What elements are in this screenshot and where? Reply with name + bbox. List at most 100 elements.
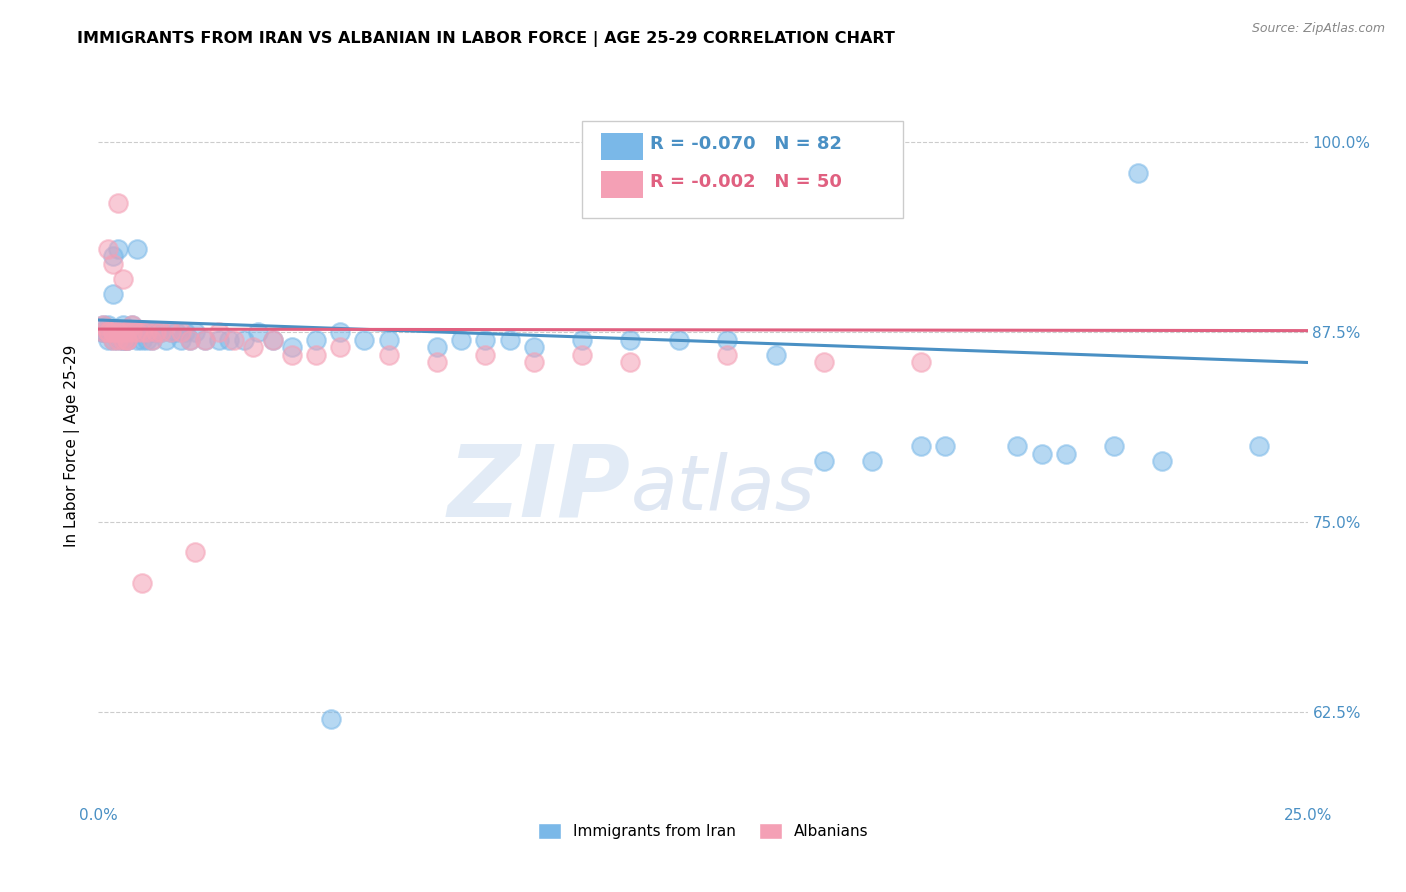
Point (716, 348, 738, 362)
Point (107, 242, 129, 256)
Point (101, 325, 124, 339)
FancyBboxPatch shape (602, 171, 643, 198)
Point (91, 318, 114, 332)
Point (121, 325, 143, 339)
Point (262, 333, 284, 347)
Point (141, 325, 163, 339)
Point (765, 348, 787, 362)
Legend: Immigrants from Iran, Albanians: Immigrants from Iran, Albanians (531, 817, 875, 845)
Point (101, 333, 124, 347)
Point (184, 545, 207, 559)
Point (160, 325, 183, 339)
Point (97, 242, 120, 256)
Point (910, 355, 932, 369)
Point (668, 333, 690, 347)
Point (450, 333, 472, 347)
Point (91, 325, 114, 339)
Point (97, 325, 120, 339)
Point (107, 196, 129, 211)
Point (135, 325, 157, 339)
Point (121, 318, 143, 332)
Point (117, 333, 139, 347)
Point (97, 325, 120, 339)
Point (1128, 166, 1150, 180)
Point (107, 325, 129, 339)
Point (1031, 447, 1053, 461)
Point (474, 348, 496, 362)
Point (1102, 439, 1125, 453)
Point (121, 318, 143, 332)
Point (91, 325, 114, 339)
Point (474, 333, 496, 347)
Point (107, 325, 129, 339)
Point (107, 325, 129, 339)
Point (169, 333, 191, 347)
Point (262, 333, 284, 347)
Point (111, 333, 134, 347)
Point (860, 454, 883, 468)
Point (813, 454, 835, 468)
Point (111, 325, 134, 339)
Point (305, 333, 328, 347)
Point (1054, 447, 1077, 461)
Point (117, 325, 139, 339)
Point (247, 325, 270, 339)
Point (117, 333, 139, 347)
Point (135, 333, 157, 347)
Y-axis label: In Labor Force | Age 25-29: In Labor Force | Age 25-29 (63, 345, 80, 547)
Point (111, 325, 134, 339)
Point (107, 333, 129, 347)
Point (127, 242, 149, 256)
FancyBboxPatch shape (582, 121, 903, 218)
Point (145, 325, 167, 339)
Point (150, 325, 173, 339)
Point (329, 325, 352, 339)
Point (319, 712, 342, 726)
Point (141, 333, 163, 347)
Point (117, 333, 139, 347)
Point (101, 287, 124, 301)
Point (155, 333, 177, 347)
Point (101, 325, 124, 339)
Point (281, 348, 304, 362)
Point (934, 439, 956, 453)
Point (97, 333, 120, 347)
Point (232, 333, 254, 347)
Point (101, 249, 124, 263)
Point (97, 325, 120, 339)
Point (426, 340, 449, 354)
Point (174, 325, 197, 339)
Point (131, 325, 153, 339)
Point (208, 333, 231, 347)
Point (571, 348, 593, 362)
Point (194, 333, 217, 347)
Point (101, 325, 124, 339)
Point (111, 325, 134, 339)
Point (619, 355, 641, 369)
Point (127, 325, 149, 339)
Point (281, 340, 304, 354)
Point (329, 340, 352, 354)
Point (426, 355, 449, 369)
Point (1152, 454, 1174, 468)
Point (194, 333, 217, 347)
Point (242, 340, 264, 354)
Point (353, 333, 375, 347)
Point (117, 325, 139, 339)
Point (1007, 439, 1029, 453)
Point (619, 333, 641, 347)
Point (135, 325, 157, 339)
Point (523, 355, 546, 369)
Text: atlas: atlas (630, 452, 815, 525)
Point (377, 348, 399, 362)
Point (101, 325, 124, 339)
Point (127, 325, 149, 339)
Point (101, 325, 124, 339)
Text: ZIP: ZIP (447, 441, 630, 537)
Point (377, 333, 399, 347)
Point (107, 325, 129, 339)
Point (222, 333, 245, 347)
Point (111, 272, 134, 286)
Point (813, 355, 835, 369)
FancyBboxPatch shape (602, 134, 643, 160)
